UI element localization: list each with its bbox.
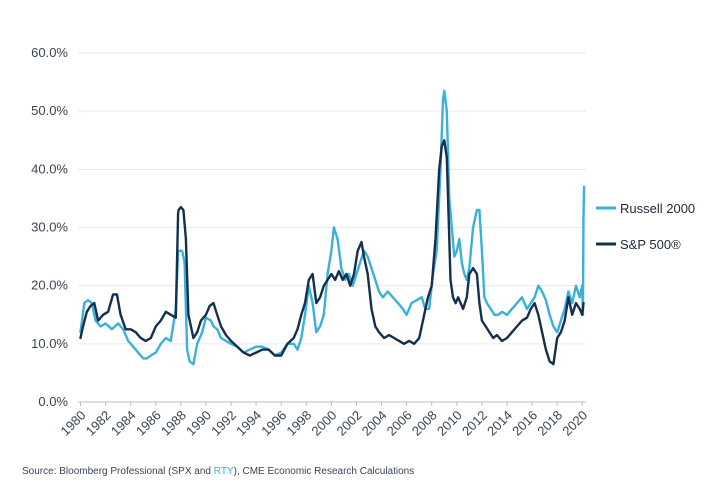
x-tick-label: 2010 — [434, 408, 465, 439]
legend: Russell 2000 S&P 500® — [596, 201, 695, 252]
y-tick-label: 50.0% — [31, 103, 68, 118]
y-tick-label: 40.0% — [31, 161, 68, 176]
y-tick-label: 0.0% — [38, 394, 68, 409]
x-tick-label: 1992 — [208, 408, 239, 439]
source-prefix: Source: Bloomberg Professional (SPX and — [22, 466, 214, 477]
x-tick-label: 1990 — [183, 408, 214, 439]
x-tick-label: 1996 — [258, 408, 289, 439]
y-tick-label: 20.0% — [31, 278, 68, 293]
x-tick-label: 1986 — [133, 408, 164, 439]
x-tick-label: 2002 — [334, 408, 365, 439]
x-tick-label: 2004 — [359, 408, 390, 439]
x-tick-label: 1988 — [158, 408, 189, 439]
y-tick-label: 10.0% — [31, 336, 68, 351]
grid-lines — [78, 52, 586, 403]
source-suffix: ), CME Economic Research Calculations — [233, 466, 415, 477]
x-tick-label: 2018 — [534, 408, 565, 439]
x-tick-label: 2000 — [308, 408, 339, 439]
x-tick-label: 2006 — [384, 408, 415, 439]
x-tick-label: 1984 — [108, 408, 139, 439]
series-lines — [79, 89, 586, 366]
x-tick-label: 1994 — [233, 408, 264, 439]
x-axis-ticks: 1980198219841986198819901992199419961998… — [58, 402, 590, 439]
x-tick-label: 2008 — [409, 408, 440, 439]
x-tick-label: 1980 — [58, 408, 89, 439]
y-tick-label: 30.0% — [31, 220, 68, 235]
y-axis-ticks: 0.0% 10.0% 20.0% 30.0% 40.0% 50.0% 60.0% — [31, 45, 68, 409]
y-tick-label: 60.0% — [31, 45, 68, 60]
x-tick-label: 2016 — [509, 408, 540, 439]
x-tick-label: 1982 — [83, 408, 114, 439]
source-note: Source: Bloomberg Professional (SPX and … — [22, 466, 414, 477]
x-tick-label: 1998 — [283, 408, 314, 439]
legend-label: Russell 2000 — [620, 201, 695, 216]
legend-label: S&P 500® — [620, 237, 681, 252]
x-tick-label: 2012 — [459, 408, 490, 439]
series-line-sp-500 — [79, 139, 585, 366]
x-tick-label: 2014 — [484, 408, 515, 439]
x-tick-label: 2020 — [559, 408, 590, 439]
source-highlight: RTY — [213, 466, 234, 477]
